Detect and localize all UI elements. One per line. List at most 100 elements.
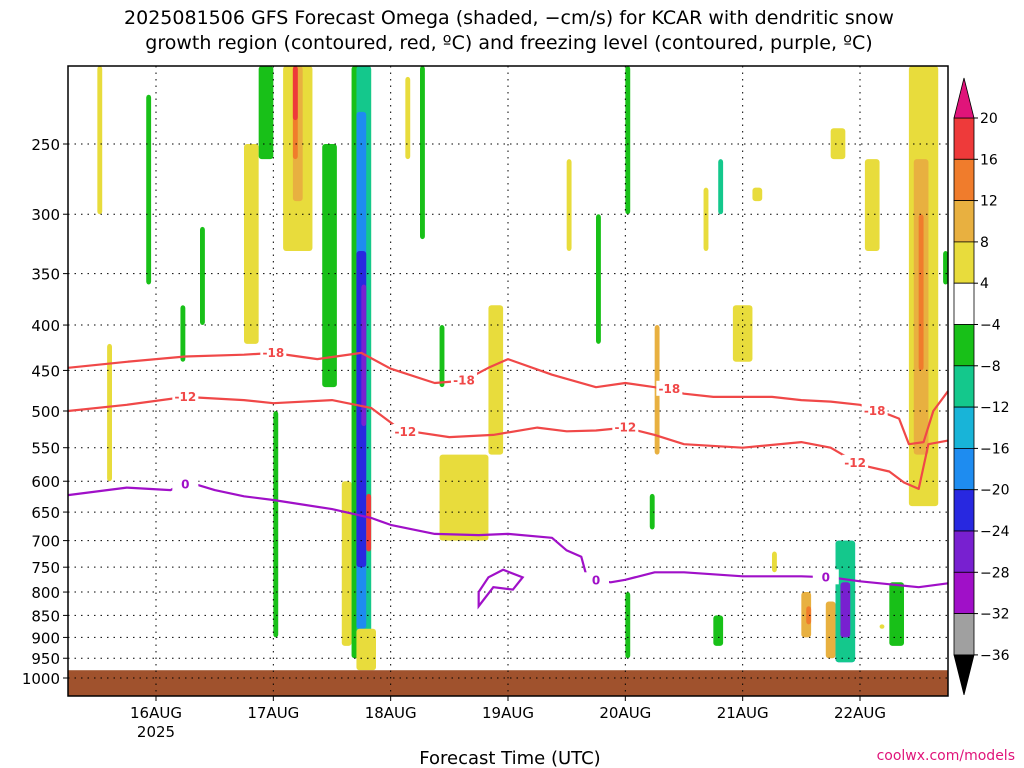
omega-shade-34 — [718, 159, 724, 215]
y-axis: 250 300 350 400 450 500 550 600 650 700 750 800 850 9… — [22, 136, 68, 688]
colorbar-band-8-12 — [953, 200, 975, 243]
ground-surface-bar — [68, 670, 948, 696]
omega-shade-44 — [830, 128, 846, 160]
colorbar-label-4: 4 — [980, 276, 989, 292]
colorbar-band--4-4 — [953, 282, 975, 325]
contour-label-1: -18 — [453, 374, 475, 388]
y-tick-label-700: 700 — [31, 533, 60, 551]
y-tick-label-750: 750 — [31, 559, 60, 577]
colorbar-label-10: −24 — [980, 524, 1010, 540]
freezing-level-contour-loop — [477, 568, 525, 610]
omega-shade-32 — [703, 187, 709, 251]
omega-shade-46 — [879, 624, 885, 629]
colorbar-band--28--24 — [953, 530, 975, 573]
y-tick-label-650: 650 — [31, 504, 60, 522]
colorbar-label-13: −36 — [980, 648, 1010, 664]
chart-title-line-2: growth region (contoured, red, ºC) and f… — [145, 32, 872, 54]
omega-shade-19 — [366, 493, 372, 552]
x-tick-label-18AUG: 18AUG — [365, 704, 417, 722]
credit-text: coolwx.com/models — [877, 748, 1015, 764]
colorbar-label-12: −32 — [980, 607, 1010, 623]
contour-label-bg-7 — [842, 454, 869, 470]
contour-label-bg-10 — [812, 569, 839, 585]
omega-shade-43 — [840, 582, 851, 638]
x-axis: 16AUG 17AUG 18AUG 19AUG 20AUG 21AUG 22AUG — [130, 696, 886, 722]
omega-shade-11 — [292, 66, 298, 121]
colorbar-label-11: −28 — [980, 565, 1010, 581]
colorbar: 20 16 12 8 4 −4 −8 −12 −16 −20 −24 −28 −32 −36 — [953, 77, 1010, 695]
omega-shading — [68, 66, 948, 696]
omega-shade-0 — [97, 66, 103, 215]
omega-shade-13 — [341, 481, 352, 646]
y-tick-label-1000: 1000 — [22, 670, 60, 688]
chart-title-line-1: 2025081506 GFS Forecast Omega (shaded, −… — [124, 7, 894, 29]
omega-shade-51 — [943, 250, 948, 285]
contour-labels: -18 -18 -18 -18 -12 -12 -12 -12 0 0 0 — [172, 344, 888, 588]
omega-shade-6 — [258, 66, 274, 160]
contour-label-7: -12 — [844, 456, 866, 470]
colorbar-band--20--16 — [953, 447, 975, 491]
omega-shade-4 — [200, 226, 205, 326]
x-tick-year: 2025 — [137, 723, 175, 741]
dgz-contour-1 — [67, 395, 949, 490]
y-tick-label-500: 500 — [31, 403, 60, 421]
y-tick-label-350: 350 — [31, 266, 60, 284]
colorbar-band-12-16 — [953, 158, 975, 202]
colorbar-label-8: −16 — [980, 441, 1010, 457]
y-tick-label-800: 800 — [31, 584, 60, 602]
freezing-level-contour-2 — [67, 480, 949, 589]
y-tick-label-950: 950 — [31, 650, 60, 668]
omega-shade-2 — [146, 94, 152, 285]
y-tick-label-900: 900 — [31, 629, 60, 647]
colorbar-band--32--28 — [953, 571, 975, 614]
y-tick-label-400: 400 — [31, 317, 60, 335]
contour-label-8: 0 — [181, 477, 189, 491]
omega-shade-23 — [439, 454, 489, 541]
contour-label-bg-1 — [451, 372, 477, 388]
x-tick-label-21AUG: 21AUG — [717, 704, 769, 722]
colorbar-label-9: −20 — [980, 483, 1010, 499]
omega-shade-26 — [566, 159, 572, 251]
omega-shade-47 — [889, 582, 904, 646]
x-tick-label-22AUG: 22AUG — [834, 704, 886, 722]
contour-label-bg-3 — [861, 403, 888, 418]
colorbar-under-triangle — [953, 654, 975, 695]
x-axis-label: Forecast Time (UTC) — [419, 748, 600, 768]
omega-shade-38 — [801, 592, 812, 638]
colorbar-label-5: −4 — [980, 318, 1001, 334]
contour-label-bg-2 — [656, 380, 683, 396]
contour-label-5: -12 — [394, 425, 416, 439]
contour-label-10: 0 — [822, 570, 830, 584]
contour-label-bg-6 — [612, 419, 639, 435]
omega-shade-5 — [244, 144, 259, 344]
colorbar-band--8--4 — [953, 324, 975, 367]
omega-shade-33 — [713, 615, 724, 646]
contour-label-3: -18 — [864, 404, 886, 418]
omega-shade-50 — [918, 214, 924, 371]
omega-shade-25 — [439, 325, 445, 388]
omega-shade-37 — [772, 551, 777, 573]
contour-label-0: -18 — [262, 346, 284, 360]
omega-shade-1 — [107, 343, 112, 482]
contour-label-bg-4 — [172, 388, 199, 404]
x-tick-label-19AUG: 19AUG — [482, 704, 534, 722]
dgz-contour-0 — [67, 351, 949, 446]
y-tick-label-550: 550 — [31, 440, 60, 458]
omega-shade-7 — [273, 411, 279, 638]
colorbar-band-16-20 — [953, 117, 975, 160]
colorbar-band--36--32 — [953, 613, 975, 656]
contour-label-bg-8 — [172, 476, 199, 492]
colorbar-band-4-8 — [953, 241, 975, 284]
x-tick-label-17AUG: 17AUG — [247, 704, 299, 722]
colorbar-over-triangle — [953, 77, 975, 119]
contour-label-4: -12 — [174, 390, 196, 404]
omega-shade-20 — [356, 628, 376, 671]
omega-shade-36 — [752, 187, 763, 202]
contour-label-bg-0 — [260, 344, 287, 360]
x-tick-label-16AUG: 16AUG — [130, 704, 182, 722]
colorbar-label-0: 20 — [980, 111, 998, 127]
colorbar-band--16--12 — [953, 406, 975, 449]
colorbar-label-1: 16 — [980, 152, 998, 168]
contour-label-9: 0 — [592, 573, 600, 587]
